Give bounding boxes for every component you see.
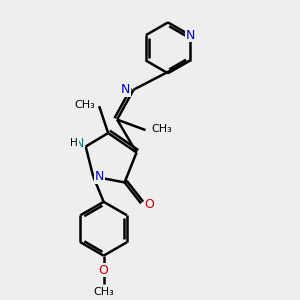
Text: N: N [95, 170, 104, 183]
Text: CH₃: CH₃ [152, 124, 172, 134]
Text: CH₃: CH₃ [93, 287, 114, 297]
Text: N: N [185, 28, 195, 42]
Text: CH₃: CH₃ [75, 100, 96, 110]
Text: H: H [70, 138, 78, 148]
Text: O: O [145, 198, 154, 211]
Text: N: N [75, 137, 84, 150]
Text: O: O [99, 263, 109, 277]
Text: N: N [121, 83, 130, 96]
